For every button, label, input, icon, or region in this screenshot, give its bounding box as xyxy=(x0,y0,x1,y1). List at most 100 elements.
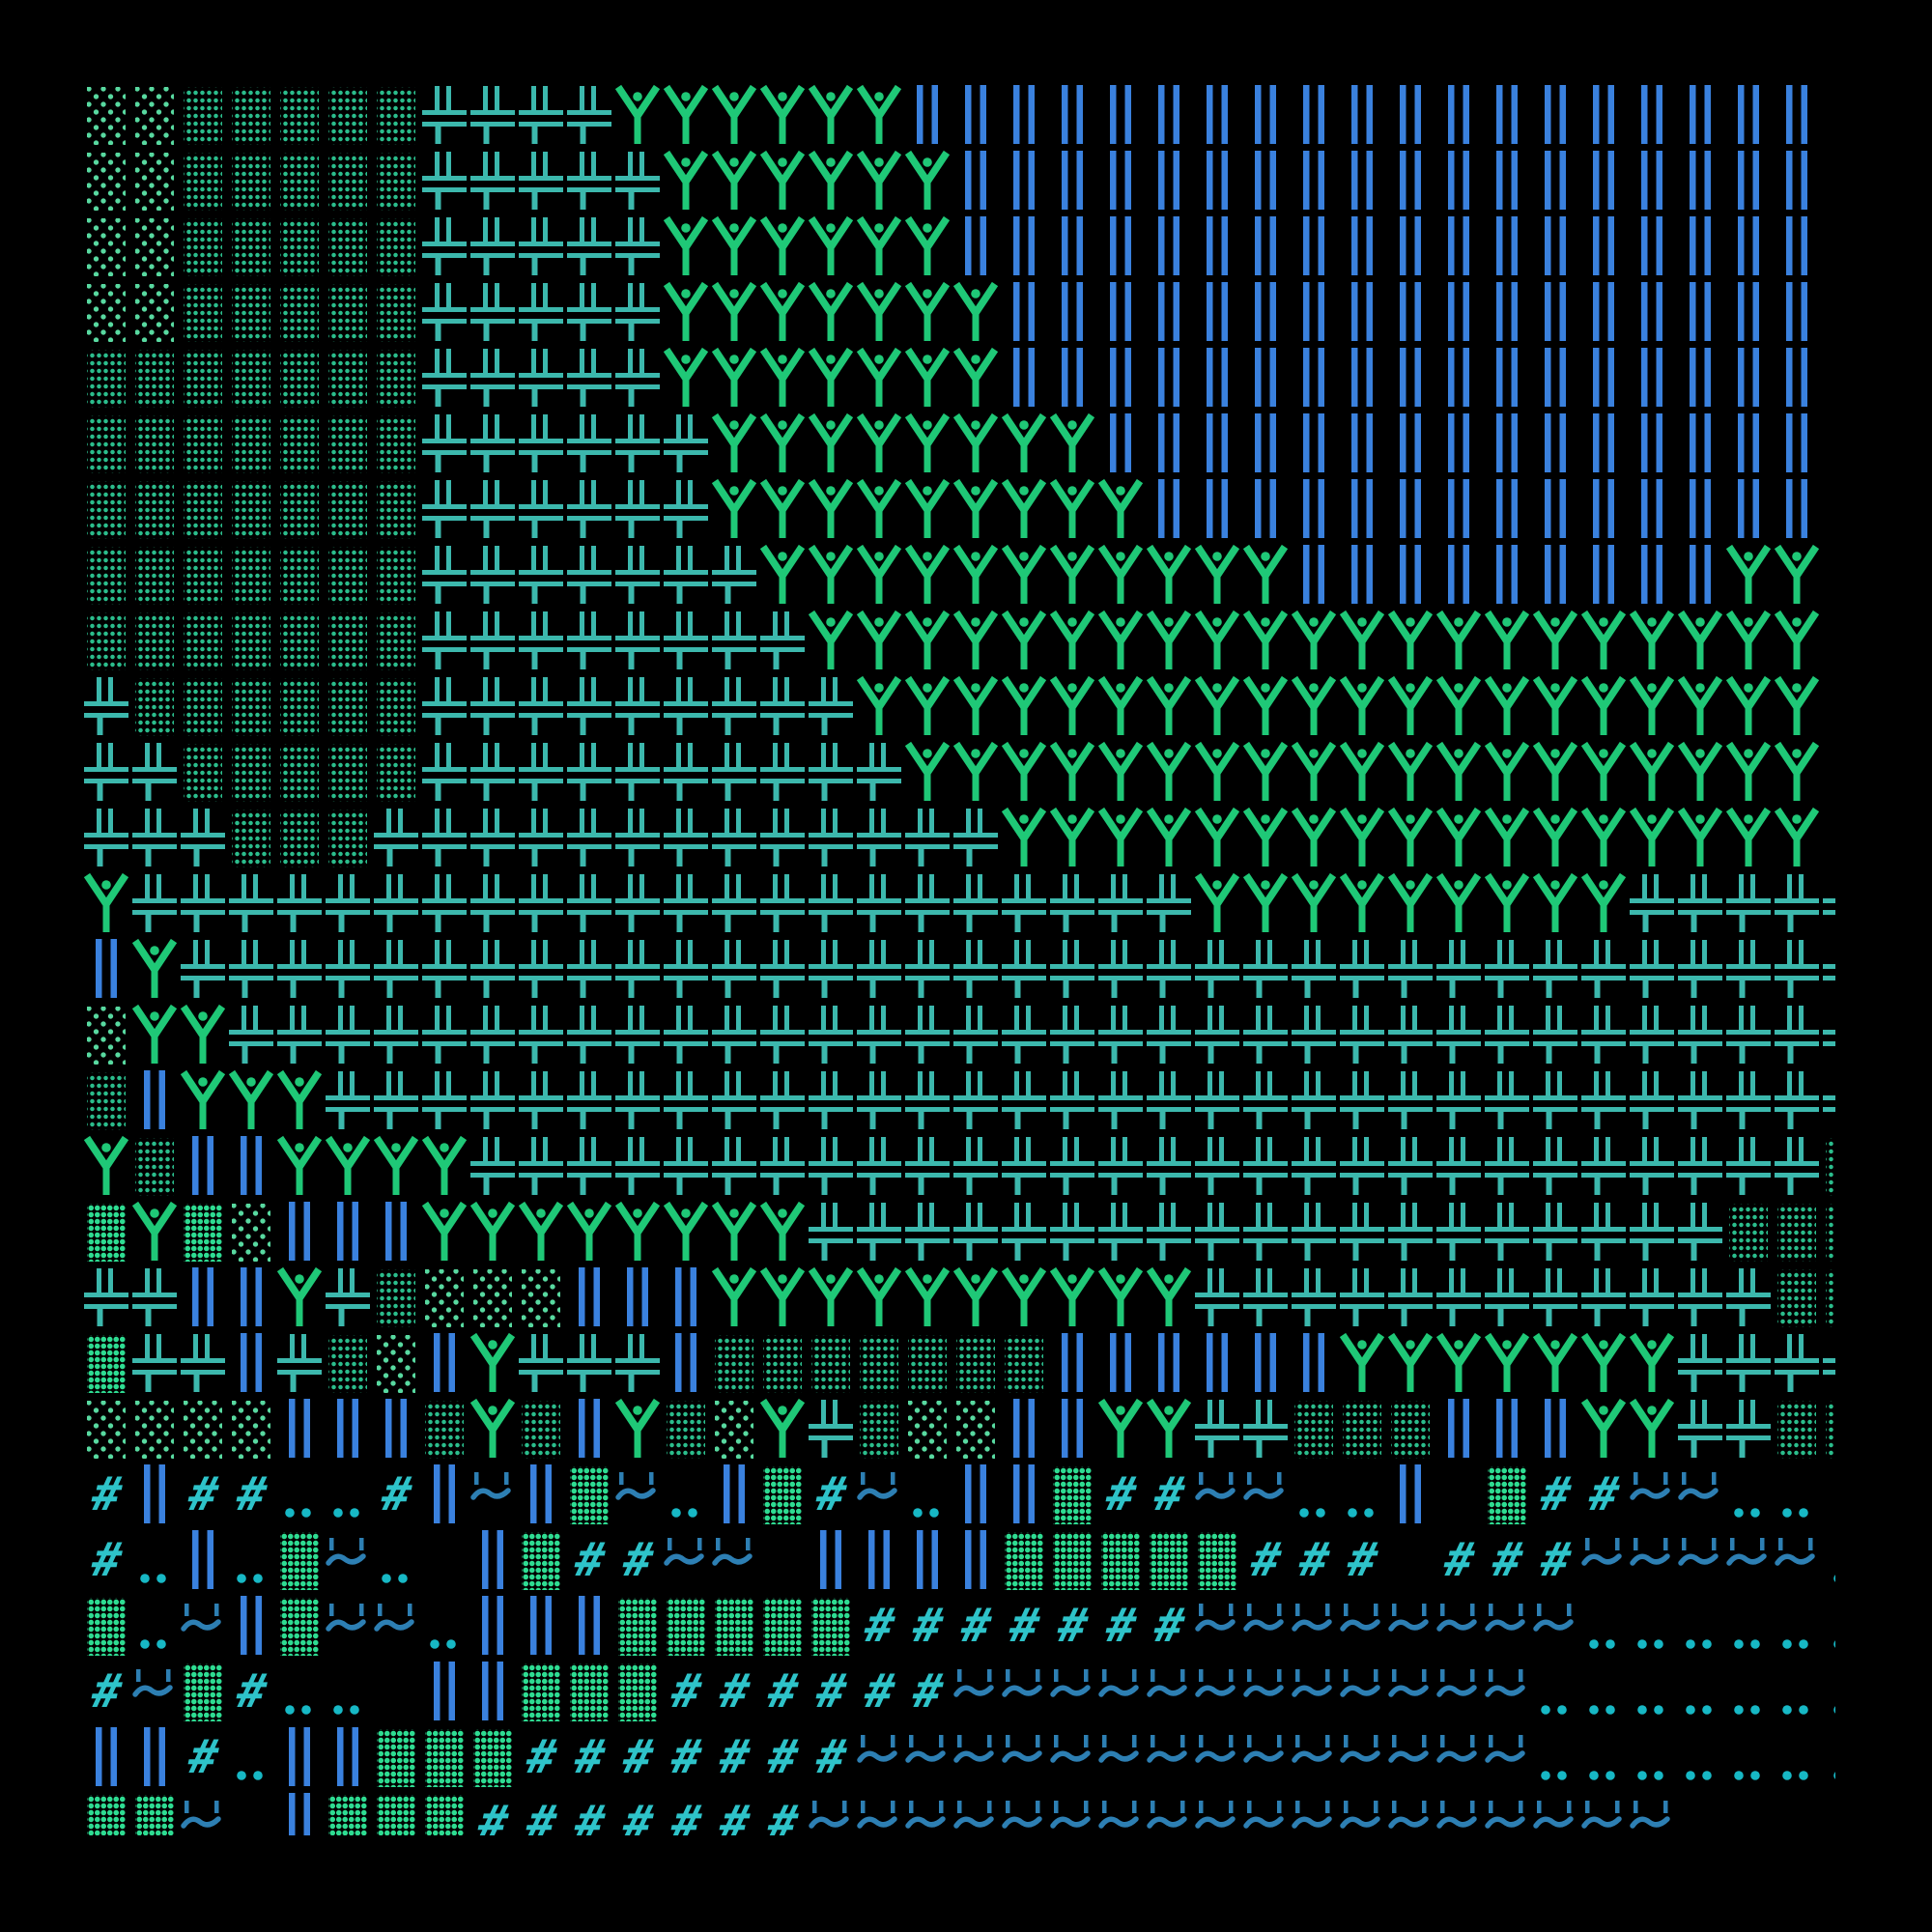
glyph-row xyxy=(82,673,1835,739)
double-cross-glyph xyxy=(1579,1067,1628,1133)
double-cross-glyph xyxy=(420,673,469,739)
double-bar-glyph xyxy=(1531,279,1579,345)
dot-pair-glyph xyxy=(1628,1659,1676,1724)
double-cross-glyph xyxy=(517,82,565,148)
dots-sparse-block xyxy=(227,1199,275,1264)
double-cross-glyph xyxy=(275,936,324,1002)
hash-glyph: # xyxy=(1100,1467,1141,1521)
tilde-quote-glyph xyxy=(1435,1724,1483,1790)
double-cross-glyph xyxy=(855,739,903,805)
dots-medium-block xyxy=(324,213,372,279)
double-cross-glyph xyxy=(1724,1264,1773,1330)
double-cross-glyph xyxy=(1193,1067,1241,1133)
y-figure-glyph xyxy=(903,476,952,542)
empty xyxy=(1821,279,1835,345)
y-figure-glyph xyxy=(758,1396,807,1462)
y-figure-glyph xyxy=(1531,870,1579,936)
dots-medium-block xyxy=(324,739,372,805)
double-bar-glyph xyxy=(227,1264,275,1330)
double-bar-glyph xyxy=(1000,279,1048,345)
dots-medium-block xyxy=(807,1330,855,1396)
dots-medium-block xyxy=(179,542,227,608)
double-bar-glyph xyxy=(372,1199,420,1264)
double-bar-glyph xyxy=(1773,279,1821,345)
glyph-row: # # # # # # # # xyxy=(82,1659,1835,1724)
double-cross-glyph xyxy=(275,1330,324,1396)
double-bar-glyph xyxy=(710,1462,758,1527)
y-figure-glyph xyxy=(1483,739,1531,805)
y-figure-glyph xyxy=(758,1264,807,1330)
dots-medium-block xyxy=(130,1133,179,1199)
y-figure-glyph xyxy=(710,279,758,345)
double-cross-glyph xyxy=(758,739,807,805)
double-bar-glyph xyxy=(1435,476,1483,542)
tilde-quote-glyph xyxy=(1145,1659,1193,1724)
dots-medium-block xyxy=(179,476,227,542)
double-bar-glyph xyxy=(1531,213,1579,279)
dot-pair-glyph xyxy=(1773,1724,1821,1790)
double-bar-glyph xyxy=(1193,476,1241,542)
glyph-row xyxy=(82,1067,1835,1133)
tilde-quote-glyph xyxy=(1483,1790,1531,1835)
dot-pair-glyph xyxy=(324,1659,372,1724)
double-cross-glyph xyxy=(758,805,807,870)
double-bar-glyph xyxy=(1096,279,1145,345)
y-figure-glyph xyxy=(662,1199,710,1264)
dots-medium-block xyxy=(1386,1396,1435,1462)
double-bar-glyph xyxy=(1145,148,1193,213)
dots-sparse-block xyxy=(469,1264,517,1330)
empty xyxy=(1821,476,1835,542)
double-bar-glyph xyxy=(903,1527,952,1593)
double-cross-glyph xyxy=(807,936,855,1002)
tilde-quote-glyph xyxy=(1290,1659,1338,1724)
double-cross-glyph xyxy=(565,1330,613,1396)
dot-pair-glyph xyxy=(275,1462,324,1527)
double-cross-glyph xyxy=(662,608,710,673)
y-figure-glyph xyxy=(82,1133,130,1199)
double-bar-glyph xyxy=(952,82,1000,148)
dots-dense-block xyxy=(1048,1462,1096,1527)
double-bar-glyph xyxy=(1628,476,1676,542)
dots-medium-block xyxy=(324,148,372,213)
double-cross-glyph xyxy=(179,870,227,936)
double-cross-glyph xyxy=(372,870,420,936)
y-figure-glyph xyxy=(807,476,855,542)
double-cross-glyph xyxy=(903,1133,952,1199)
dots-dense-block xyxy=(275,1593,324,1659)
y-figure-glyph xyxy=(662,82,710,148)
y-figure-glyph xyxy=(469,1330,517,1396)
double-bar-glyph xyxy=(565,1264,613,1330)
double-cross-glyph xyxy=(662,542,710,608)
double-bar-glyph xyxy=(1531,1396,1579,1462)
glyph-row xyxy=(82,1396,1835,1462)
dots-medium-block xyxy=(275,805,324,870)
double-bar-glyph xyxy=(1435,213,1483,279)
double-cross-glyph xyxy=(662,476,710,542)
y-figure-glyph xyxy=(1579,805,1628,870)
dots-sparse-block xyxy=(130,82,179,148)
double-cross-glyph xyxy=(1773,870,1821,936)
double-cross-glyph xyxy=(469,82,517,148)
double-cross-glyph xyxy=(565,936,613,1002)
double-cross-glyph xyxy=(227,870,275,936)
y-figure-glyph xyxy=(1773,542,1821,608)
dots-sparse-block xyxy=(130,148,179,213)
dots-dense-block xyxy=(517,1527,565,1593)
y-figure-glyph xyxy=(1676,608,1724,673)
y-figure-glyph xyxy=(130,936,179,1002)
hash-glyph: # xyxy=(666,1796,706,1835)
dots-sparse-block xyxy=(130,279,179,345)
hash-glyph: # xyxy=(666,1664,706,1719)
y-figure-glyph xyxy=(1000,608,1048,673)
double-cross-glyph xyxy=(469,148,517,213)
y-figure-glyph xyxy=(324,1133,372,1199)
tilde-quote-glyph xyxy=(1000,1659,1048,1724)
double-cross-glyph xyxy=(130,1330,179,1396)
double-cross-glyph xyxy=(372,936,420,1002)
y-figure-glyph xyxy=(613,82,662,148)
dots-sparse-block xyxy=(179,1396,227,1462)
dots-medium-block xyxy=(275,411,324,476)
double-cross-glyph xyxy=(1193,1396,1241,1462)
double-bar-glyph xyxy=(952,148,1000,213)
y-figure-glyph xyxy=(710,82,758,148)
